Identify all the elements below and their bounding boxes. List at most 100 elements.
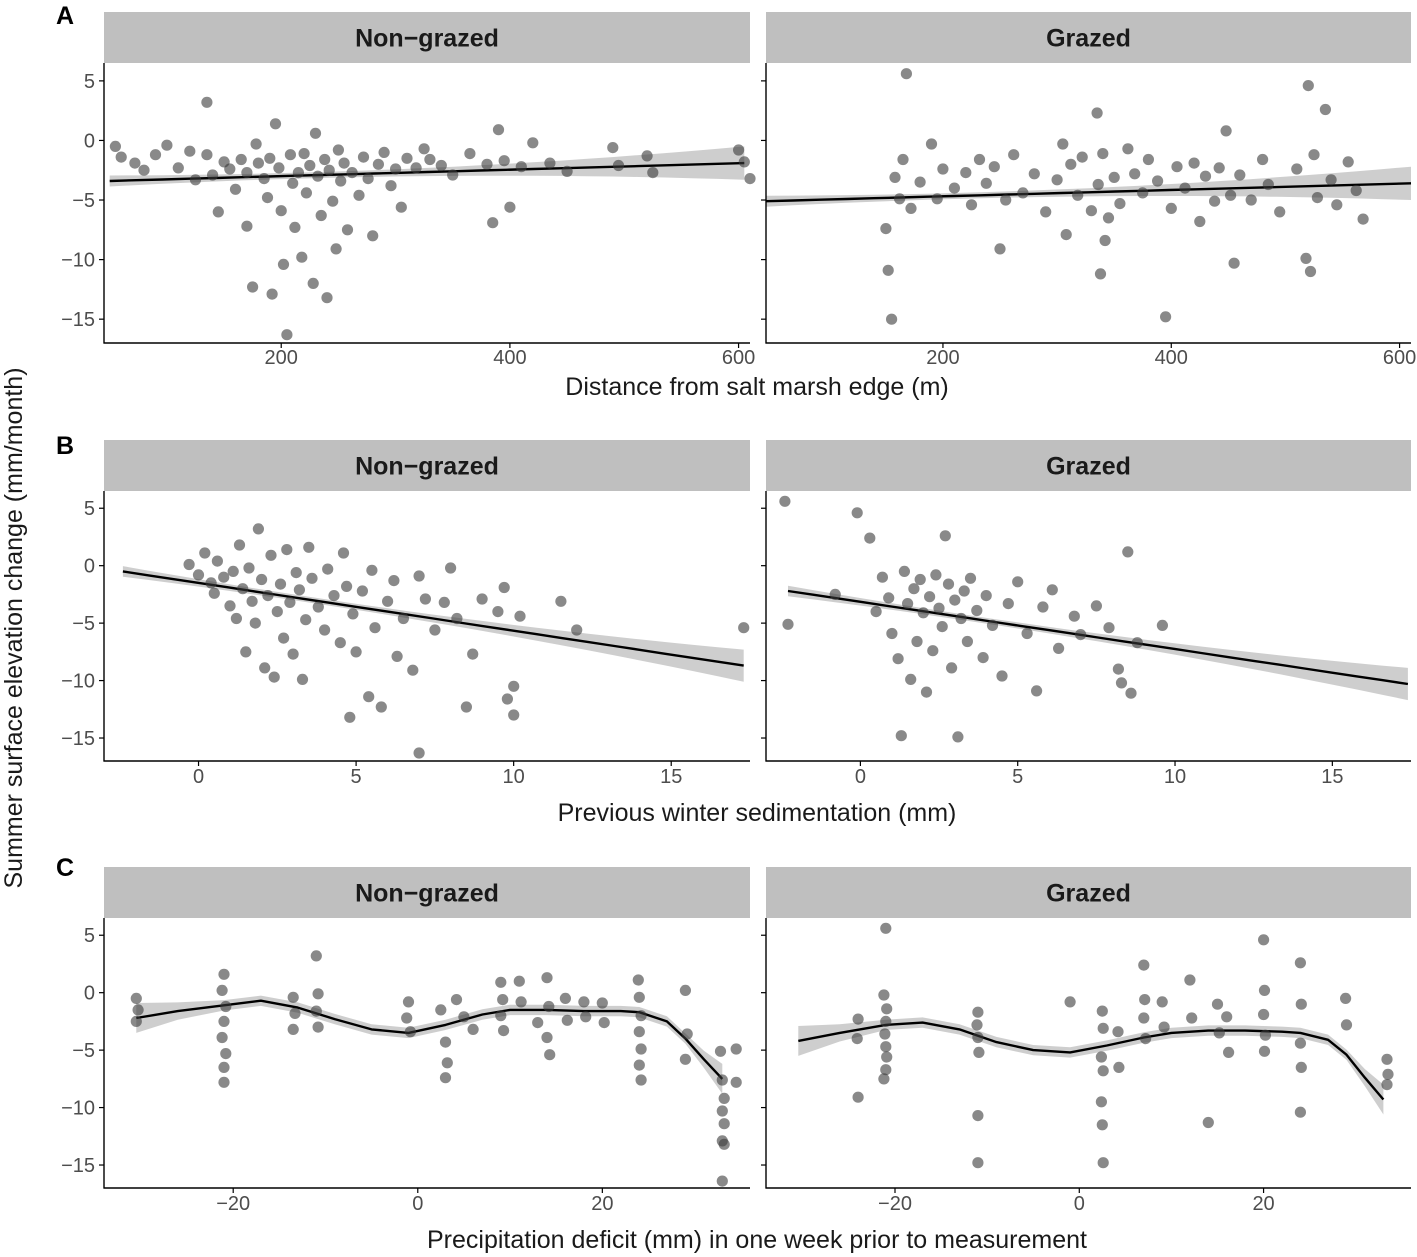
x-tick-label: 200 — [926, 347, 959, 369]
data-point — [303, 541, 315, 553]
data-point — [413, 747, 425, 759]
facet-strip — [104, 867, 750, 918]
y-tick-label: 5 — [84, 925, 95, 947]
data-point — [498, 581, 510, 594]
data-point — [334, 637, 346, 649]
data-point — [920, 686, 933, 698]
data-point — [1097, 1065, 1109, 1077]
data-point — [900, 68, 913, 80]
data-point — [419, 593, 431, 605]
data-point — [284, 149, 296, 161]
data-point — [571, 624, 583, 636]
data-point — [633, 991, 645, 1003]
data-point — [230, 612, 242, 625]
data-point — [880, 1015, 892, 1027]
x-tick-label: 0 — [1074, 1193, 1085, 1215]
data-point — [902, 598, 914, 610]
data-point — [930, 569, 942, 581]
x-axis-title: Distance from salt marsh edge (m) — [565, 373, 948, 401]
data-point — [487, 217, 499, 229]
data-point — [1158, 1021, 1170, 1033]
data-point — [224, 600, 236, 612]
data-point — [635, 1043, 647, 1055]
x-tick-label: 20 — [1252, 1193, 1274, 1215]
data-point — [287, 648, 299, 660]
data-point — [298, 148, 310, 160]
x-tick-label: 0 — [412, 1193, 423, 1215]
data-point — [438, 596, 450, 609]
y-tick-label: 5 — [84, 71, 95, 93]
data-point — [1302, 80, 1314, 92]
data-point — [876, 571, 889, 583]
data-point — [881, 1003, 893, 1015]
data-point — [292, 167, 304, 179]
data-point — [972, 1110, 984, 1122]
data-point — [852, 1013, 864, 1025]
facet-A-grazed: Grazed 200 400 600 — [761, 12, 1416, 369]
data-point — [138, 164, 150, 176]
confidence-band — [798, 1017, 1384, 1115]
data-point — [397, 612, 409, 625]
panel-tag-B: B — [56, 432, 74, 460]
data-point — [908, 583, 920, 595]
data-point — [271, 606, 283, 618]
data-point — [1012, 576, 1024, 588]
data-point — [495, 1010, 507, 1022]
data-point — [596, 997, 608, 1009]
data-point — [237, 583, 249, 595]
data-point — [541, 972, 553, 984]
data-point — [960, 167, 972, 179]
data-point — [266, 288, 278, 300]
data-point — [501, 693, 513, 705]
data-point — [1223, 1046, 1235, 1058]
data-point — [498, 155, 510, 167]
data-point — [1102, 212, 1115, 224]
data-point — [332, 144, 344, 156]
data-point — [439, 1072, 452, 1084]
data-point — [207, 169, 219, 181]
data-point — [492, 606, 504, 618]
data-point — [1065, 158, 1077, 170]
data-point — [1122, 546, 1134, 558]
data-point — [1228, 257, 1240, 269]
data-point — [1179, 182, 1191, 194]
data-point — [1051, 174, 1063, 186]
data-point — [782, 618, 794, 630]
data-point — [451, 612, 463, 625]
data-point — [1095, 1051, 1107, 1063]
data-point — [961, 635, 974, 648]
data-point — [880, 1064, 892, 1076]
data-point — [927, 645, 939, 657]
data-point — [1092, 178, 1104, 191]
data-point — [1294, 957, 1306, 969]
data-point — [633, 1059, 645, 1071]
data-point — [996, 670, 1008, 682]
data-point — [955, 612, 967, 625]
data-point — [296, 251, 308, 263]
data-point — [445, 562, 457, 574]
data-point — [878, 989, 890, 1001]
data-point — [201, 149, 213, 161]
y-tick-label: −5 — [72, 1040, 95, 1062]
data-point — [1308, 149, 1320, 161]
data-point — [914, 176, 926, 188]
data-point — [1294, 1106, 1306, 1118]
data-point — [544, 1049, 556, 1061]
data-point — [1097, 148, 1109, 160]
data-point — [1115, 677, 1128, 689]
data-point — [1085, 205, 1097, 217]
data-point — [718, 1092, 730, 1104]
data-point — [1381, 1079, 1393, 1091]
y-tick-label: 0 — [84, 130, 95, 152]
data-point — [327, 195, 339, 207]
data-point — [718, 1118, 730, 1130]
data-point — [407, 664, 419, 676]
data-point — [290, 567, 302, 579]
data-point — [224, 163, 236, 175]
facet-title: Grazed — [1046, 880, 1131, 908]
data-point — [681, 1028, 693, 1040]
data-point — [905, 202, 917, 214]
data-point — [476, 593, 488, 605]
data-point — [378, 146, 390, 158]
